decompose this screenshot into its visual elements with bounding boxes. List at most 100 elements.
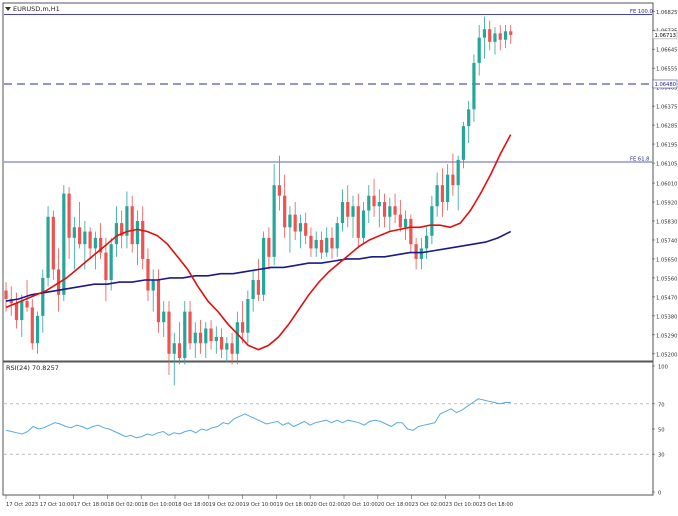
candle-body <box>256 280 260 295</box>
time-tick-label: 18 Oct 18:00 <box>175 502 209 508</box>
price-tick-label: 1.06105 <box>656 162 677 168</box>
price-tick-label: 1.05290 <box>656 333 677 339</box>
candle-body <box>204 328 208 344</box>
time-tick-label: 19 Oct 02:00 <box>209 502 243 508</box>
candle-body <box>319 239 324 253</box>
time-tick-label: 23 Oct 18:00 <box>479 502 513 508</box>
candle-body <box>472 62 476 110</box>
candle-body <box>356 206 360 238</box>
candle-body <box>351 206 355 217</box>
candle-body <box>9 298 13 304</box>
candle-body <box>451 174 455 186</box>
price-tick-label: 1.05740 <box>656 238 677 244</box>
indicator-panel-frame <box>2 361 654 496</box>
candle-body <box>83 231 87 245</box>
candle-body <box>388 206 392 217</box>
candle-body <box>162 311 166 323</box>
fib-level-label: FE 100.0 <box>630 9 653 15</box>
candle-body <box>298 223 303 232</box>
dashed-level-badge <box>652 79 678 89</box>
candle-body <box>214 336 218 342</box>
candle-body <box>14 303 19 321</box>
candle-body <box>346 202 350 217</box>
time-tick-label: 23 Oct 10:00 <box>445 502 479 508</box>
ma-fast-line <box>5 134 512 351</box>
price-tick-label: 1.05560 <box>656 276 677 282</box>
rsi-title: RSI(24) 70.8257 <box>6 364 59 372</box>
current-price-label: 1.06713 <box>655 33 676 39</box>
candle-body <box>67 193 71 238</box>
candle-body <box>419 248 423 259</box>
candle-body <box>109 244 113 281</box>
candle-body <box>288 214 292 228</box>
candle-body <box>246 298 250 333</box>
candle-body <box>440 185 444 203</box>
candle-body <box>177 343 182 358</box>
candle-body <box>93 237 97 249</box>
candle-body <box>78 227 82 245</box>
price-axis: 1.068251.067351.066451.065551.064651.063… <box>652 10 677 358</box>
candle-body <box>235 322 239 354</box>
candle-body <box>393 206 397 215</box>
candle-body <box>25 301 29 308</box>
candle-body <box>272 185 276 257</box>
candle-body <box>183 311 187 358</box>
price-tick-label: 1.06375 <box>656 105 677 111</box>
candle-body <box>230 343 234 354</box>
time-tick-label: 19 Oct 18:00 <box>276 502 310 508</box>
candle-body <box>104 252 108 281</box>
time-tick-label: 17 Oct 10:00 <box>40 502 74 508</box>
triangle-down-icon[interactable] <box>5 7 11 11</box>
rsi-line <box>5 398 511 439</box>
candle-body <box>382 202 387 217</box>
candle-body <box>498 33 502 40</box>
candle-body <box>477 37 481 63</box>
candle-body <box>488 29 492 42</box>
moving-averages <box>5 134 512 351</box>
time-tick-label: 20 Oct 02:00 <box>310 502 344 508</box>
rsi-panel: 100 70 50 30 0 <box>4 365 668 497</box>
current-price-badge <box>652 30 678 40</box>
candle-body <box>361 210 366 238</box>
price-tick-label: 1.06010 <box>656 182 677 188</box>
candle-body <box>262 237 266 295</box>
price-tick-label: 1.05470 <box>656 295 677 301</box>
time-tick-label: 19 Oct 10:00 <box>243 502 277 508</box>
candle-body <box>330 237 334 249</box>
candle-body <box>51 216 55 270</box>
candle-body <box>277 185 282 196</box>
candle-body <box>135 220 140 245</box>
price-tick-label: 1.05200 <box>656 352 677 358</box>
candle-body <box>509 31 513 35</box>
fib-level-label: FE 61.8 <box>630 156 649 162</box>
candle-body <box>146 258 150 291</box>
candle-body <box>304 223 308 236</box>
candle-body <box>99 237 103 253</box>
rsi-tick-label: 0 <box>658 491 661 497</box>
candle-body <box>62 193 66 295</box>
candle-body <box>425 235 429 249</box>
candle-body <box>503 31 508 40</box>
candle-body <box>188 311 192 344</box>
time-tick-label: 20 Oct 10:00 <box>344 502 378 508</box>
candle-body <box>314 239 318 249</box>
candle-body <box>409 218 413 245</box>
candle-body <box>340 202 345 224</box>
candle-body <box>456 159 460 186</box>
candle-body <box>130 206 134 245</box>
time-tick-label: 17 Oct 18:00 <box>74 502 108 508</box>
candle-body <box>46 216 50 278</box>
rsi-tick-label: 50 <box>658 428 665 434</box>
candle-body <box>372 195 376 207</box>
candle-body <box>251 280 255 299</box>
time-tick-label: 17 Oct 2023 <box>6 502 38 508</box>
candles <box>4 16 513 386</box>
candle-body <box>41 277 45 316</box>
price-tick-label: 1.06825 <box>656 10 677 16</box>
candle-body <box>114 223 119 245</box>
time-tick-label: 20 Oct 18:00 <box>378 502 412 508</box>
symbol-title: EURUSD,m,H1 <box>13 5 60 13</box>
candle-body <box>88 231 92 249</box>
candle-body <box>403 218 408 228</box>
